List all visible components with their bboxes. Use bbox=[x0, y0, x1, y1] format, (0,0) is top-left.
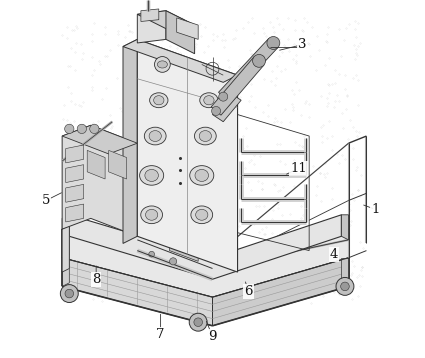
Polygon shape bbox=[87, 150, 105, 179]
Ellipse shape bbox=[139, 166, 164, 185]
Polygon shape bbox=[212, 93, 241, 122]
Ellipse shape bbox=[149, 131, 162, 141]
Polygon shape bbox=[123, 39, 137, 243]
Circle shape bbox=[219, 92, 228, 101]
Polygon shape bbox=[62, 258, 212, 326]
Circle shape bbox=[65, 124, 74, 134]
Polygon shape bbox=[170, 245, 198, 261]
Polygon shape bbox=[66, 145, 84, 163]
Text: 1: 1 bbox=[371, 203, 380, 216]
Polygon shape bbox=[69, 215, 341, 279]
Polygon shape bbox=[218, 39, 278, 101]
Circle shape bbox=[149, 251, 155, 257]
Circle shape bbox=[65, 289, 74, 298]
Polygon shape bbox=[137, 11, 166, 43]
Circle shape bbox=[212, 106, 221, 116]
Polygon shape bbox=[166, 11, 195, 54]
Circle shape bbox=[77, 124, 86, 134]
Ellipse shape bbox=[195, 169, 209, 182]
Polygon shape bbox=[62, 125, 137, 154]
Text: 7: 7 bbox=[156, 328, 165, 341]
Polygon shape bbox=[212, 258, 348, 326]
Polygon shape bbox=[62, 229, 348, 297]
Polygon shape bbox=[62, 254, 69, 286]
Circle shape bbox=[341, 282, 349, 291]
Polygon shape bbox=[109, 150, 127, 179]
Polygon shape bbox=[177, 18, 198, 39]
Ellipse shape bbox=[145, 209, 158, 220]
Circle shape bbox=[170, 258, 177, 265]
Polygon shape bbox=[66, 184, 84, 202]
Polygon shape bbox=[62, 215, 69, 258]
Text: 4: 4 bbox=[330, 248, 338, 261]
Polygon shape bbox=[62, 125, 137, 236]
Text: 5: 5 bbox=[42, 194, 50, 207]
Circle shape bbox=[60, 285, 78, 303]
Text: 9: 9 bbox=[208, 330, 217, 343]
Circle shape bbox=[336, 277, 354, 295]
Ellipse shape bbox=[145, 169, 159, 182]
Ellipse shape bbox=[144, 127, 166, 145]
Text: 8: 8 bbox=[92, 273, 100, 286]
Ellipse shape bbox=[195, 127, 216, 145]
Polygon shape bbox=[66, 165, 84, 183]
Ellipse shape bbox=[191, 206, 212, 224]
Ellipse shape bbox=[154, 96, 164, 105]
Polygon shape bbox=[66, 204, 84, 222]
Ellipse shape bbox=[199, 131, 212, 141]
Polygon shape bbox=[137, 11, 195, 29]
Text: 3: 3 bbox=[298, 38, 306, 51]
Ellipse shape bbox=[200, 93, 218, 108]
Polygon shape bbox=[341, 258, 348, 286]
Text: 11: 11 bbox=[290, 162, 307, 175]
Ellipse shape bbox=[157, 61, 167, 68]
Circle shape bbox=[194, 318, 202, 326]
Ellipse shape bbox=[141, 206, 162, 224]
Polygon shape bbox=[141, 9, 159, 21]
Ellipse shape bbox=[150, 93, 168, 108]
Text: 6: 6 bbox=[244, 285, 252, 298]
Polygon shape bbox=[211, 57, 264, 115]
Circle shape bbox=[155, 57, 170, 72]
Ellipse shape bbox=[190, 166, 214, 185]
Polygon shape bbox=[341, 215, 348, 240]
Polygon shape bbox=[137, 39, 238, 272]
Circle shape bbox=[90, 124, 99, 134]
Circle shape bbox=[252, 54, 266, 67]
Polygon shape bbox=[123, 39, 238, 82]
Circle shape bbox=[189, 313, 207, 331]
Ellipse shape bbox=[196, 209, 208, 220]
Polygon shape bbox=[62, 226, 69, 272]
Ellipse shape bbox=[204, 96, 214, 105]
Circle shape bbox=[267, 37, 280, 49]
